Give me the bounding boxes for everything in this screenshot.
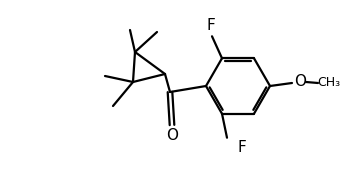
Text: F: F [207,18,215,33]
Text: F: F [238,140,246,155]
Text: O: O [166,127,178,143]
Text: CH₃: CH₃ [318,77,341,90]
Text: O: O [294,74,306,90]
